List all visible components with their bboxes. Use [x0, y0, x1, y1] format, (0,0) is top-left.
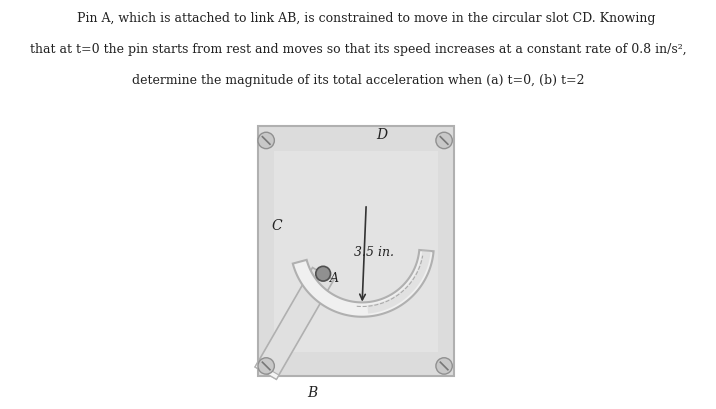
Text: B: B [307, 385, 317, 399]
Text: that at t=0 the pin starts from rest and moves so that its speed increases at a : that at t=0 the pin starts from rest and… [29, 43, 687, 56]
FancyBboxPatch shape [258, 127, 455, 376]
Text: 3.5 in.: 3.5 in. [354, 245, 394, 258]
Polygon shape [255, 363, 279, 379]
Text: determine the magnitude of its total acceleration when (a) t=0, (b) t=2: determine the magnitude of its total acc… [132, 74, 584, 87]
Polygon shape [255, 268, 334, 379]
Circle shape [258, 358, 274, 374]
FancyBboxPatch shape [274, 151, 438, 352]
Circle shape [436, 133, 453, 149]
Text: C: C [271, 219, 282, 233]
Circle shape [436, 358, 453, 374]
Polygon shape [367, 251, 431, 314]
Text: D: D [376, 128, 387, 142]
Text: Pin A, which is attached to link AB, is constrained to move in the circular slot: Pin A, which is attached to link AB, is … [61, 12, 655, 25]
Text: A: A [330, 272, 339, 285]
Circle shape [258, 133, 274, 149]
Polygon shape [293, 250, 434, 317]
Circle shape [316, 267, 331, 281]
